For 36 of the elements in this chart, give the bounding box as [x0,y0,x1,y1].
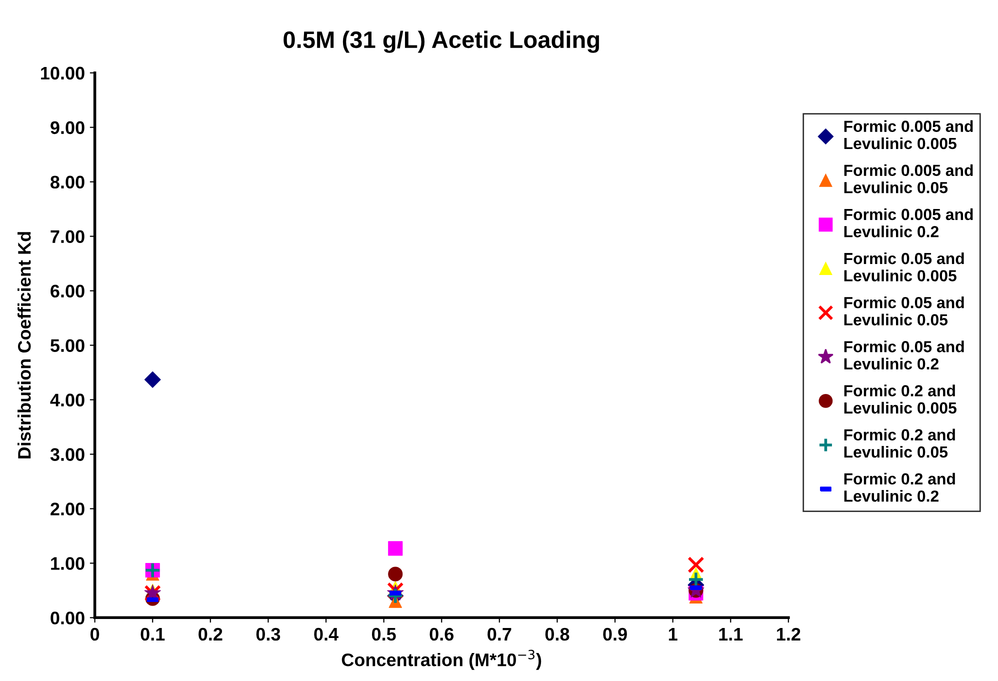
x-tick-label: 0.9 [603,628,627,641]
y-axis-title: Distribution Coefficient Kd [18,232,31,458]
x-tick-label: 0.5 [372,628,396,641]
y-tick-label: 1.00 [51,557,84,570]
legend-label: Formic 0.2 and Levulinic 0.005 [844,384,956,414]
y-tick-label: 6.00 [50,284,84,298]
y-tick-label: 8.00 [50,176,84,189]
y-tick-label: 5.00 [50,339,84,352]
legend-label: Formic 0.005 and Levulinic 0.005 [844,120,973,150]
x-tick-label: 1.1 [719,628,743,640]
y-tick-label: 0.00 [50,612,84,624]
x-tick-label: 0.6 [430,628,454,641]
y-tick-label: 4.00 [50,394,84,406]
legend-label: Formic 0.05 and Levulinic 0.05 [844,296,964,326]
x-tick-label: 0.1 [140,628,165,641]
legend-label: Formic 0.05 and Levulinic 0.005 [844,252,964,282]
y-tick-label: 9.00 [50,121,84,134]
chart-title: 0.5M (31 g/L) Acetic Loading [284,30,600,53]
legend-label: Formic 0.05 and Levulinic 0.2 [844,340,964,370]
y-tick-label: 3.00 [50,448,84,461]
x-tick-label: 0.4 [314,628,338,641]
legend-label: Formic 0.2 and Levulinic 0.05 [844,428,955,458]
legend-label: Formic 0.005 and Levulinic 0.05 [844,164,973,194]
x-tick-label: 0.2 [198,628,222,641]
y-tick-label: 10.00 [41,66,84,80]
y-tick-label: 2.00 [50,502,84,516]
x-axis-title: Concentration (M*10$^{−3}$) [342,650,542,670]
x-tick-label: 1.2 [777,628,800,640]
x-tick-label: 0.8 [545,628,570,641]
y-tick-label: 7.00 [50,230,84,244]
x-tick-label: 0.3 [256,628,280,641]
x-tick-label: 1 [668,628,678,640]
legend-label: Formic 0.2 and Levulinic 0.2 [844,472,955,502]
x-tick-label: 0.7 [488,628,512,641]
legend-label: Formic 0.005 and Levulinic 0.2 [844,208,973,238]
x-tick-label: 0 [90,628,100,641]
